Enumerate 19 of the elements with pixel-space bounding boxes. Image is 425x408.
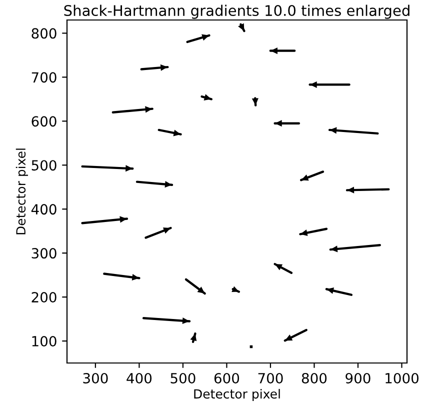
y-axis-title: Detector pixel [16,148,28,234]
x-tick-label: 500 [170,372,196,384]
y-tick-label: 200 [32,292,56,303]
x-axis-title: Detector pixel [194,388,280,402]
x-tick-label: 700 [258,372,283,384]
y-tick-label: 500 [32,160,56,171]
y-tick-label: 300 [32,248,56,259]
x-tick-label: 300 [83,372,108,384]
chart-title: Shack-Hartmann gradients 10.0 times enlarged [64,4,410,19]
y-tick-label: 400 [31,204,56,215]
y-tick-label: 100 [32,336,56,346]
x-tick-label: 600 [214,372,240,384]
x-tick-label: 900 [346,372,370,384]
y-tick-label: 600 [32,116,56,127]
x-tick-label: 1000 [386,372,418,384]
y-tick-label: 700 [32,72,56,83]
x-tick-label: 800 [302,372,327,384]
x-tick-label: 400 [126,372,152,384]
y-tick-label: 800 [32,28,56,39]
